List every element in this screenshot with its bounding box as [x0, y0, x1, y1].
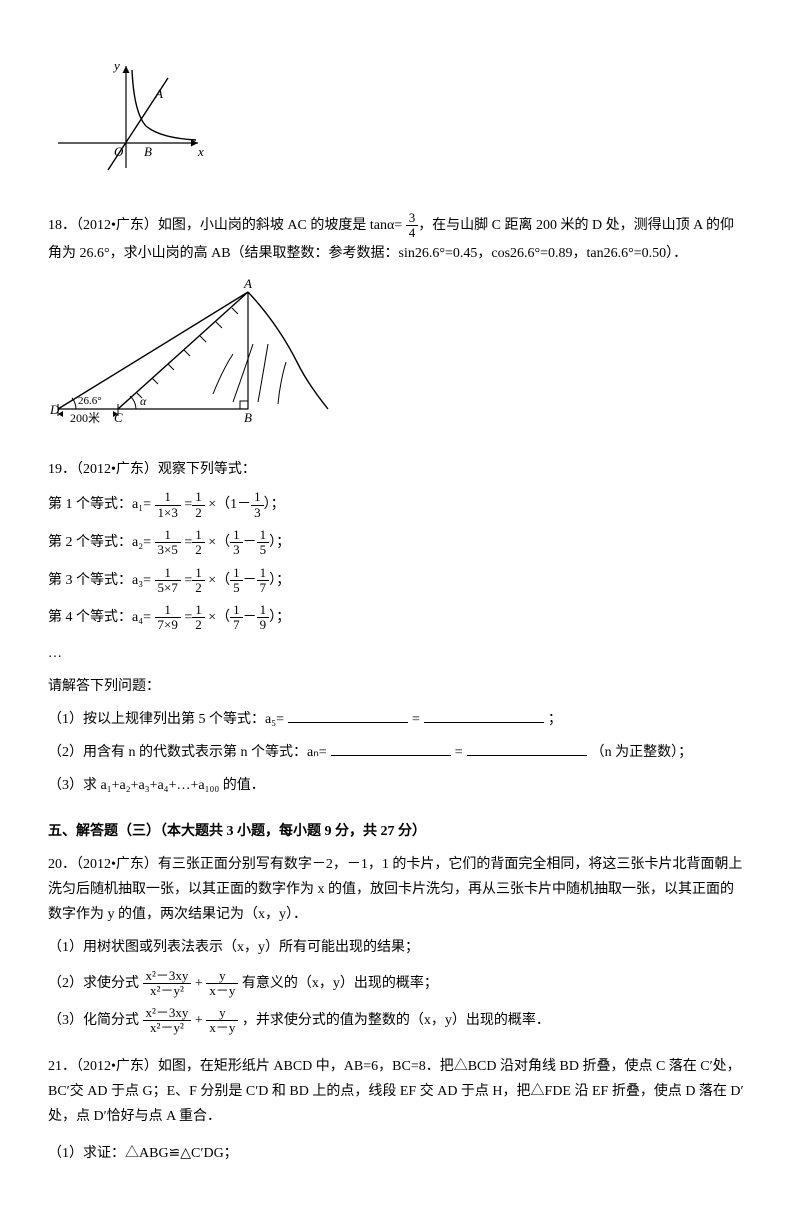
q20-frac-1: x²－3xyx²－y² [143, 969, 192, 999]
svg-text:200米: 200米 [70, 411, 100, 424]
y-axis-label: y [112, 58, 120, 73]
q19-p3: （3）求 a₁+a₂+a₃+a₄+…+a₁₀₀ 的值． [48, 773, 746, 798]
q20-frac-2: yx－y [206, 969, 238, 999]
q18-tan-frac: 3 4 [406, 211, 419, 241]
svg-text:A: A [243, 276, 252, 291]
q20-frac-3: x²－3xyx²－y² [143, 1006, 192, 1036]
svg-text:B: B [244, 410, 252, 424]
q21-p1: （1）求证：△ABG≌△C′DG； [48, 1141, 746, 1166]
q20-p3: （3）化简分式 x²－3xyx²－y² + yx－y ，并求使分式的值为整数的（… [48, 1006, 746, 1036]
q19-p2: （2）用含有 n 的代数式表示第 n 个等式：aₙ==（n 为正整数）； [48, 740, 746, 765]
blank-an-rhs [467, 741, 587, 756]
q20-frac-4: yx－y [206, 1006, 238, 1036]
q18-prefix: 18．（2012•广东）如图，小山岗的斜坡 AC 的坡度是 tanα= [48, 218, 402, 233]
svg-text:D: D [49, 402, 60, 417]
q20-head: 20．（2012•广东）有三张正面分别写有数字－2，－1，1 的卡片，它们的背面… [48, 852, 746, 928]
q19-p1: （1）按以上规律列出第 5 个等式：a₅==； [48, 707, 746, 732]
q19-dots: … [48, 641, 746, 666]
q17-figure: x y O A B [48, 58, 746, 187]
q20-p2: （2）求使分式 x²－3xyx²－y² + yx－y 有意义的（x，y）出现的概… [48, 969, 746, 999]
x-axis-label: x [197, 144, 204, 159]
blank-a5-lhs [288, 708, 408, 723]
blank-a5-rhs [424, 708, 544, 723]
origin-label: O [114, 144, 124, 159]
q19-eq3: 第 3 个等式：a₃= 15×7 =12 ×（15－17）； [48, 566, 746, 596]
blank-an-lhs [331, 741, 451, 756]
q20-p1: （1）用树状图或列表法表示（x，y）所有可能出现的结果； [48, 935, 746, 960]
section-5-title: 五、解答题（三）（本大题共 3 小题，每小题 9 分，共 27 分） [48, 819, 746, 844]
hyperbola-curve [132, 70, 196, 140]
svg-text:C: C [114, 410, 123, 424]
q19-head: 19．（2012•广东）观察下列等式： [48, 457, 746, 482]
point-b-label: B [144, 144, 152, 159]
q18-text: 18．（2012•广东）如图，小山岗的斜坡 AC 的坡度是 tanα= 3 4 … [48, 211, 746, 266]
q19-p0: 请解答下列问题： [48, 674, 746, 699]
svg-text:α: α [140, 394, 147, 408]
q19-eq4: 第 4 个等式：a₄= 17×9 =12 ×（17－19）； [48, 603, 746, 633]
svg-text:26.6°: 26.6° [78, 395, 102, 407]
q18-figure: D C B A 200米 26.6° α [48, 274, 746, 433]
q19-eq2: 第 2 个等式：a₂= 13×5 =12 ×（13－15）； [48, 528, 746, 558]
q21-head: 21．（2012•广东）如图，在矩形纸片 ABCD 中，AB=6，BC=8．把△… [48, 1054, 746, 1130]
q19-eq1: 第 1 个等式：a₁= 11×3 =12 ×（1－13）； [48, 490, 746, 520]
point-a-label: A [154, 86, 163, 101]
